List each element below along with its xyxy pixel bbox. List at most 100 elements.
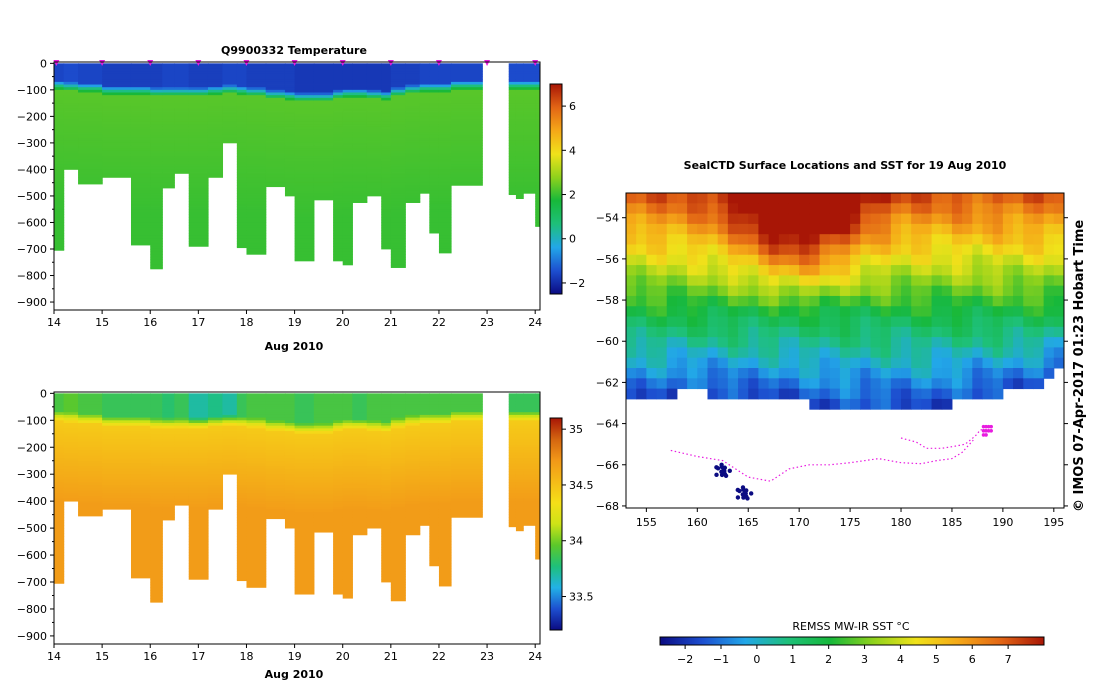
salinity-cell <box>188 433 209 437</box>
salinity-cell <box>54 549 65 553</box>
temperature-cell <box>54 81 65 85</box>
temperature-cell <box>222 89 238 93</box>
temperature-cell <box>535 71 540 75</box>
sst-cell <box>707 347 719 359</box>
sst-cell <box>656 223 668 235</box>
sst-cell <box>799 213 810 225</box>
salinity-cell <box>265 441 286 445</box>
salinity-cell <box>352 501 368 505</box>
salinity-cell <box>265 414 286 419</box>
sst-cell <box>982 347 994 359</box>
salinity-cell <box>342 444 353 448</box>
salinity-cell <box>342 463 353 467</box>
temperature-cell <box>535 68 540 72</box>
salinity-cell <box>207 433 224 437</box>
temperature-cell <box>381 100 392 104</box>
temperature-cell <box>381 142 392 146</box>
temperature-cell <box>342 124 353 128</box>
salinity-cell <box>419 495 430 499</box>
salinity-cell <box>188 444 209 448</box>
sst-cell <box>697 254 708 266</box>
temperature-cell <box>333 164 344 168</box>
temperature-cell <box>366 172 382 176</box>
sst-cell <box>901 326 912 338</box>
salinity-cell <box>381 412 392 416</box>
temperature-cell <box>333 203 344 207</box>
temperature-cell <box>342 177 353 181</box>
salinity-cell <box>284 479 296 483</box>
salinity-cell <box>150 458 163 462</box>
salinity-cell <box>188 514 209 518</box>
sst-cell <box>738 326 749 338</box>
salinity-cell <box>333 565 344 569</box>
sst-cell <box>931 203 943 215</box>
salinity-cell <box>265 447 286 451</box>
sst-cell <box>921 265 933 276</box>
temperature-cell <box>222 105 238 109</box>
sst-cell <box>972 306 984 318</box>
temperature-cell <box>390 73 406 77</box>
salinity-cell <box>438 538 452 542</box>
salinity-cell <box>390 522 406 526</box>
temperature-cell <box>390 230 406 234</box>
temperature-cell <box>246 81 267 85</box>
salinity-cell <box>405 414 421 419</box>
salinity-cell <box>294 479 315 483</box>
temperature-cell <box>294 156 315 160</box>
salinity-cell <box>438 447 452 451</box>
temperature-cell <box>130 217 151 221</box>
salinity-cell <box>333 498 344 502</box>
sst-cell <box>880 316 892 328</box>
sst-cell <box>646 193 658 204</box>
salinity-cell <box>313 511 334 516</box>
temperature-cell <box>188 76 209 80</box>
temperature-cell <box>130 113 151 117</box>
temperature-cell <box>381 166 392 170</box>
temperature-cell <box>207 84 224 88</box>
sst-cell <box>717 368 729 379</box>
temperature-cell <box>188 172 209 176</box>
salinity-cell <box>390 433 406 437</box>
salinity-cell <box>333 476 344 480</box>
temperature-cell <box>313 87 334 91</box>
sst-cell <box>1053 265 1064 276</box>
salinity-cell <box>54 533 65 537</box>
salinity-cell <box>150 487 163 491</box>
salinity-cell <box>523 460 536 464</box>
salinity-cell <box>438 511 452 516</box>
salinity-cell <box>78 412 103 416</box>
sst-cell <box>931 234 943 245</box>
temperature-cell <box>150 238 163 242</box>
salinity-cell <box>313 433 334 437</box>
longitude-tick-label: 170 <box>789 516 810 529</box>
sst-cell <box>768 244 780 256</box>
salinity-cell <box>450 401 483 405</box>
sst-cell <box>901 388 912 400</box>
sst-cell <box>1023 326 1034 338</box>
sst-cell <box>880 326 892 338</box>
temperature-cell <box>78 68 103 72</box>
sst-cell <box>676 234 688 245</box>
temperature-cell <box>523 187 536 192</box>
sst-cell <box>941 337 953 348</box>
sst-cell <box>788 326 800 338</box>
sst-cell <box>870 213 882 225</box>
sst-cell <box>962 368 973 379</box>
salinity-cell <box>523 487 536 491</box>
seal-position-dive-magenta <box>981 424 986 429</box>
salinity-cell <box>130 401 151 405</box>
temperature-cell <box>405 113 421 117</box>
temperature-cell <box>313 153 334 157</box>
salinity-cell <box>294 444 315 448</box>
salinity-cell <box>450 425 483 429</box>
temperature-cell <box>284 97 296 101</box>
temperature-cell <box>63 73 79 77</box>
temperature-cell <box>188 182 209 186</box>
temperature-cell <box>390 89 406 93</box>
sst-cell <box>850 193 861 204</box>
salinity-cell <box>102 479 132 483</box>
temperature-cell <box>342 262 353 266</box>
temperature-cell <box>102 164 132 168</box>
temperature-cell <box>54 76 65 80</box>
sst-cell <box>809 337 821 348</box>
